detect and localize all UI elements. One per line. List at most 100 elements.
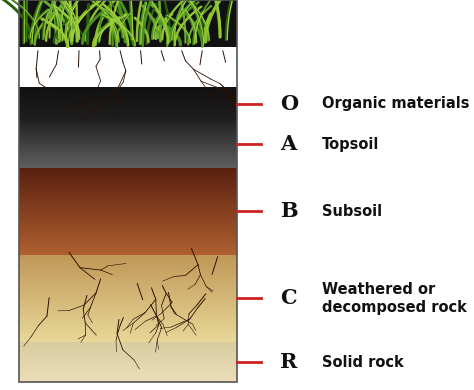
Bar [19, 165, 237, 167]
Bar [19, 174, 237, 176]
Bar [19, 0, 237, 47]
Bar [19, 373, 237, 374]
Bar [19, 94, 237, 95]
Bar [19, 345, 237, 346]
Bar [19, 105, 237, 106]
Bar [19, 207, 237, 209]
Bar [19, 144, 237, 145]
Bar [19, 242, 237, 244]
Bar [19, 117, 237, 118]
Bar [19, 124, 237, 125]
Bar [19, 246, 237, 248]
Bar [19, 370, 237, 371]
Bar [19, 233, 237, 235]
Bar [19, 298, 237, 301]
Bar [19, 287, 237, 290]
Bar [19, 349, 237, 350]
Bar [19, 107, 237, 108]
Bar [19, 364, 237, 365]
Bar [19, 307, 237, 309]
Bar [19, 362, 237, 363]
Bar [19, 367, 237, 368]
Bar [19, 109, 237, 110]
Text: A: A [280, 134, 296, 154]
Bar [19, 95, 237, 96]
Bar [19, 250, 237, 253]
Bar [19, 211, 237, 213]
Bar [19, 261, 237, 264]
Bar [19, 172, 237, 174]
Text: Subsoil: Subsoil [322, 204, 383, 219]
Bar [19, 122, 237, 123]
Bar [19, 139, 237, 140]
Bar [19, 133, 237, 135]
Bar [19, 129, 237, 130]
Bar [19, 248, 237, 250]
Bar [19, 277, 237, 279]
Bar [19, 285, 237, 287]
Bar [19, 346, 237, 347]
Bar [19, 152, 237, 153]
Bar [19, 335, 237, 338]
Bar [19, 103, 237, 104]
Bar [19, 316, 237, 318]
Text: B: B [280, 201, 297, 221]
Bar [19, 126, 237, 128]
Bar [19, 301, 237, 303]
Bar [19, 191, 237, 194]
Bar [19, 115, 237, 116]
Bar [19, 322, 237, 324]
Bar [19, 116, 237, 117]
Bar [19, 153, 237, 154]
Bar [19, 365, 237, 366]
Bar [19, 168, 237, 170]
Bar [19, 281, 237, 283]
Bar [19, 121, 237, 122]
Bar [19, 120, 237, 121]
Bar [19, 154, 237, 156]
Bar [19, 187, 237, 190]
Bar [19, 205, 237, 207]
Bar [19, 146, 237, 147]
Text: Weathered or
decomposed rock: Weathered or decomposed rock [322, 282, 467, 315]
Bar [19, 164, 237, 165]
Bar [19, 150, 237, 151]
Bar [19, 343, 237, 344]
Bar [19, 371, 237, 372]
Bar [19, 158, 237, 160]
Bar [19, 229, 237, 231]
Bar [19, 104, 237, 105]
Bar [19, 87, 237, 88]
Bar [19, 157, 237, 158]
Bar [19, 167, 237, 168]
Bar [19, 296, 237, 298]
Bar [19, 196, 237, 198]
Bar [19, 376, 237, 377]
Bar [19, 244, 237, 246]
Bar [19, 147, 237, 149]
Bar [19, 131, 237, 132]
Bar [19, 255, 237, 257]
Bar [19, 96, 237, 97]
Bar [19, 342, 237, 343]
Bar [19, 270, 237, 272]
Bar [19, 90, 237, 91]
Bar [19, 162, 237, 163]
Bar [19, 106, 237, 107]
Bar [19, 110, 237, 112]
Bar [19, 361, 237, 362]
Bar [19, 324, 237, 327]
Bar [19, 257, 237, 259]
Bar [19, 351, 237, 352]
Bar [19, 355, 237, 356]
Bar [19, 140, 237, 142]
Bar [19, 99, 237, 101]
Bar [19, 309, 237, 312]
Bar [19, 101, 237, 102]
Bar [19, 347, 237, 348]
Bar [19, 97, 237, 98]
Bar [19, 143, 237, 144]
Bar [19, 266, 237, 268]
Bar [19, 156, 237, 157]
Bar [19, 327, 237, 329]
